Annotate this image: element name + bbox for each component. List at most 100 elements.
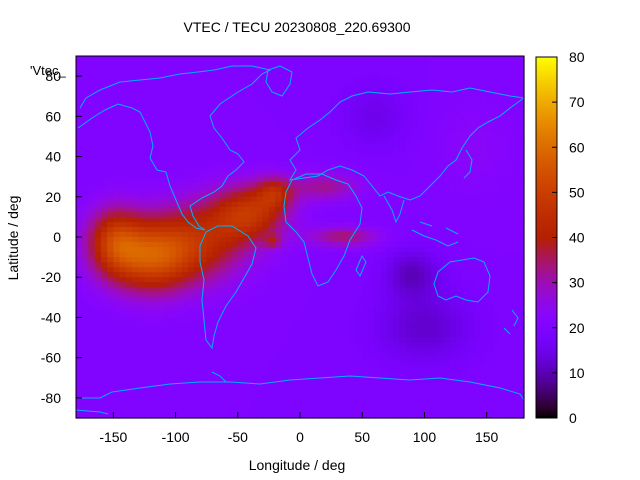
heatmap-cell [231, 116, 239, 122]
heatmap-cell [424, 317, 432, 324]
heatmap-cell [343, 66, 351, 72]
heatmap-cell [138, 357, 146, 364]
heatmap-cell [492, 196, 500, 203]
heatmap-cell [200, 272, 208, 278]
heatmap-cell [349, 357, 357, 364]
heatmap-cell [194, 141, 202, 148]
heatmap-cell [76, 161, 83, 168]
heatmap-cell [337, 397, 345, 404]
heatmap-cell [225, 262, 233, 268]
heatmap-cell [356, 267, 363, 273]
heatmap-cell [237, 66, 245, 72]
heatmap-cell [206, 377, 214, 384]
heatmap-cell [393, 342, 401, 349]
heatmap-cell [324, 141, 332, 148]
heatmap-cell [125, 297, 133, 303]
heatmap-cell [287, 196, 295, 203]
heatmap-cell [181, 201, 189, 208]
heatmap-cell [393, 382, 401, 389]
heatmap-cell [300, 126, 307, 133]
heatmap-cell [405, 81, 413, 87]
heatmap-cell [374, 392, 382, 399]
heatmap-cell [119, 201, 127, 208]
heatmap-cell [225, 292, 233, 298]
heatmap-cell [113, 126, 121, 133]
heatmap-cell [250, 66, 258, 72]
heatmap-cell [293, 252, 301, 258]
heatmap-cell [219, 397, 226, 404]
heatmap-cell [132, 91, 139, 97]
heatmap-cell [225, 91, 233, 97]
heatmap-cell [244, 302, 251, 308]
heatmap-cell [399, 81, 407, 87]
heatmap-cell [418, 382, 426, 389]
heatmap-cell [94, 146, 102, 153]
heatmap-cell [343, 282, 351, 288]
heatmap-cell [461, 287, 469, 293]
heatmap-cell [480, 211, 488, 218]
heatmap-cell [256, 317, 264, 324]
heatmap-cell [430, 106, 438, 112]
heatmap-cell [194, 216, 202, 223]
heatmap-cell [194, 237, 202, 243]
heatmap-cell [231, 277, 239, 283]
heatmap-cell [399, 131, 407, 138]
heatmap-cell [492, 91, 500, 97]
heatmap-cell [231, 66, 239, 72]
heatmap-cell [138, 242, 146, 248]
heatmap-cell [194, 221, 202, 228]
heatmap-cell [287, 86, 295, 92]
heatmap-cell [212, 146, 220, 153]
heatmap-cell [212, 171, 220, 178]
heatmap-cell [163, 86, 170, 92]
heatmap-cell [480, 186, 488, 193]
heatmap-cell [113, 367, 121, 374]
heatmap-cell [200, 216, 208, 223]
heatmap-cell [88, 56, 96, 62]
heatmap-cell [212, 277, 220, 283]
heatmap-cell [486, 206, 494, 213]
heatmap-cell [268, 297, 276, 303]
heatmap-cell [188, 171, 195, 178]
heatmap-cell [443, 397, 450, 404]
heatmap-cell [293, 91, 301, 97]
heatmap-cell [443, 176, 450, 183]
heatmap-cell [499, 317, 506, 324]
heatmap-cell [262, 171, 270, 178]
heatmap-cell [181, 116, 189, 122]
heatmap-cell [480, 377, 488, 384]
heatmap-cell [362, 216, 370, 223]
heatmap-cell [486, 342, 494, 349]
heatmap-cell [368, 201, 376, 208]
heatmap-cell [362, 362, 370, 369]
heatmap-cell [262, 81, 270, 87]
heatmap-cell [492, 277, 500, 283]
heatmap-cell [150, 206, 158, 213]
heatmap-cell [368, 131, 376, 138]
heatmap-cell [200, 362, 208, 369]
heatmap-cell [262, 297, 270, 303]
heatmap-cell [399, 282, 407, 288]
heatmap-cell [88, 377, 96, 384]
heatmap-cell [262, 146, 270, 153]
heatmap-cell [356, 196, 363, 203]
heatmap-cell [436, 186, 444, 193]
heatmap-cell [324, 61, 332, 67]
heatmap-cell [88, 382, 96, 389]
heatmap-cell [268, 332, 276, 339]
heatmap-cell [505, 151, 513, 158]
heatmap-cell [138, 181, 146, 188]
heatmap-cell [113, 121, 121, 127]
heatmap-cell [88, 136, 96, 143]
heatmap-cell [486, 297, 494, 303]
heatmap-cell [455, 312, 463, 319]
heatmap-cell [337, 71, 345, 77]
heatmap-cell [200, 297, 208, 303]
heatmap-cell [499, 362, 506, 369]
heatmap-cell [181, 56, 189, 62]
heatmap-cell [331, 332, 338, 339]
heatmap-cell [443, 317, 450, 324]
heatmap-cell [194, 91, 202, 97]
heatmap-cell [219, 156, 226, 163]
heatmap-cell [368, 282, 376, 288]
